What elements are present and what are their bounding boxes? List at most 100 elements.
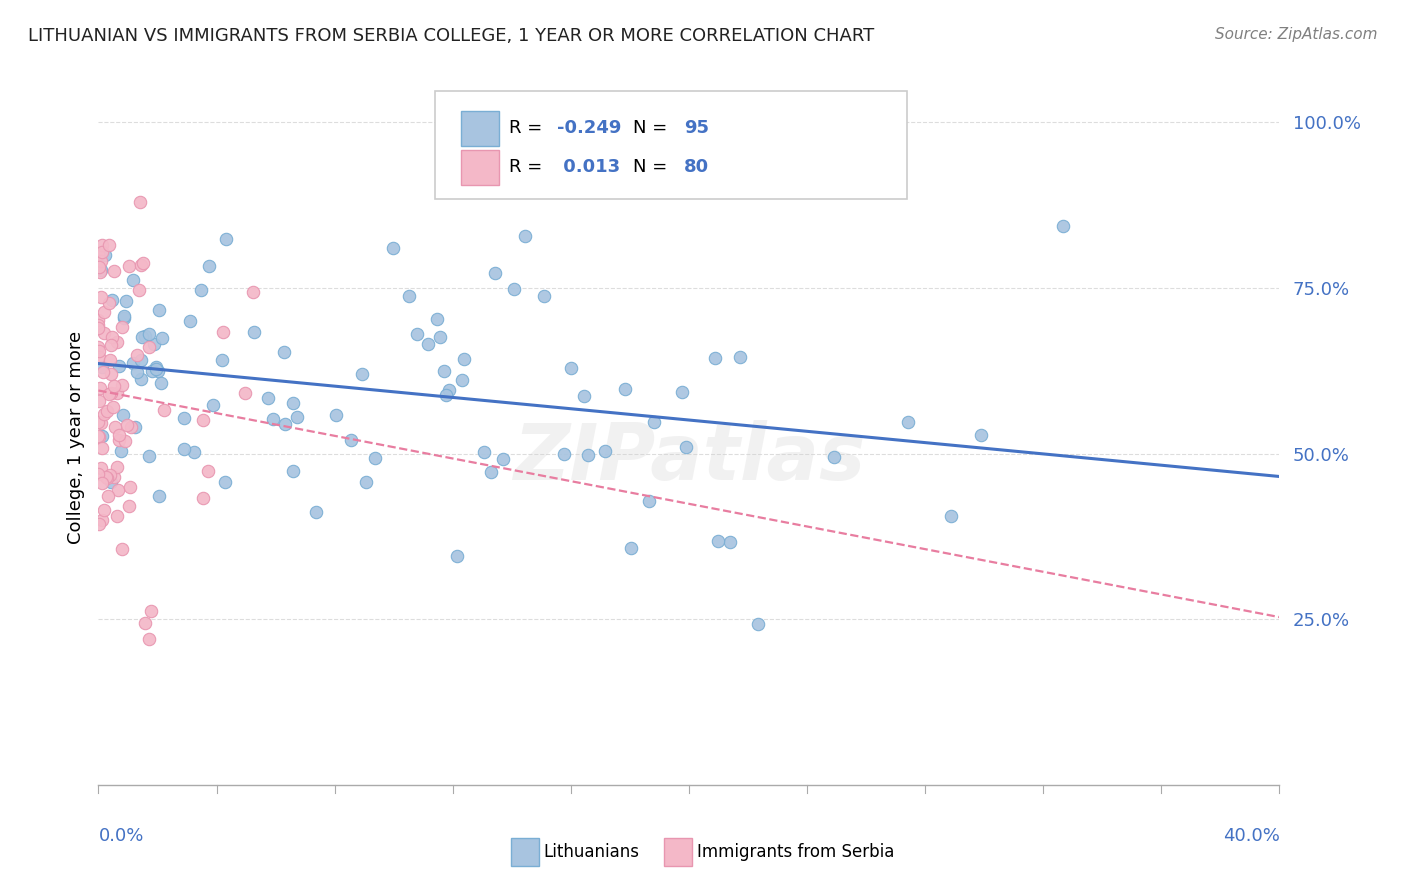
Text: LITHUANIAN VS IMMIGRANTS FROM SERBIA COLLEGE, 1 YEAR OR MORE CORRELATION CHART: LITHUANIAN VS IMMIGRANTS FROM SERBIA COL… <box>28 27 875 45</box>
Text: R =: R = <box>509 120 548 137</box>
Point <box>138 632 160 647</box>
Point <box>110 444 132 458</box>
Point <box>257 392 280 406</box>
Point <box>117 499 139 513</box>
Point <box>108 428 131 442</box>
Point <box>939 508 962 523</box>
Point <box>90 290 112 304</box>
Point <box>115 417 138 432</box>
Point <box>87 260 110 274</box>
Point <box>111 408 134 422</box>
Text: Lithuanians: Lithuanians <box>544 843 640 861</box>
Point <box>89 265 111 279</box>
Point <box>91 359 114 374</box>
Point <box>127 348 149 362</box>
Point <box>101 330 124 344</box>
Point <box>572 389 595 403</box>
Point <box>283 396 305 410</box>
Text: 40.0%: 40.0% <box>1223 827 1279 845</box>
Point <box>131 258 153 272</box>
Point <box>325 408 347 422</box>
Point <box>491 452 513 467</box>
Point <box>94 248 117 262</box>
Point <box>148 489 170 503</box>
Point <box>242 285 264 300</box>
Point <box>437 383 460 397</box>
Point <box>970 428 993 442</box>
Point <box>416 336 439 351</box>
Point <box>214 475 236 489</box>
Point <box>197 465 219 479</box>
Point <box>100 386 122 401</box>
Point <box>145 361 167 376</box>
Point <box>513 228 536 243</box>
Text: N =: N = <box>634 158 673 176</box>
Point <box>98 353 121 368</box>
Text: Immigrants from Serbia: Immigrants from Serbia <box>697 843 894 861</box>
FancyBboxPatch shape <box>461 150 499 185</box>
Point <box>148 303 170 318</box>
Point <box>354 475 377 489</box>
Point <box>643 415 665 429</box>
Point <box>124 419 146 434</box>
Point <box>87 467 110 482</box>
Point <box>91 441 114 455</box>
Point <box>94 470 117 484</box>
Point <box>823 450 845 464</box>
Point <box>718 534 741 549</box>
Point <box>100 338 122 352</box>
Point <box>90 475 112 490</box>
Point <box>87 312 110 326</box>
Point <box>90 238 112 252</box>
Point <box>90 461 112 475</box>
Point <box>273 345 295 359</box>
Point <box>129 353 152 368</box>
Point <box>141 364 163 378</box>
Point <box>114 293 136 308</box>
Point <box>619 541 641 555</box>
Point <box>146 364 169 378</box>
Text: Source: ZipAtlas.com: Source: ZipAtlas.com <box>1215 27 1378 42</box>
Point <box>111 319 134 334</box>
Point <box>173 442 195 457</box>
Point <box>211 353 233 368</box>
Point <box>100 367 122 381</box>
Point <box>108 359 131 373</box>
Point <box>153 403 176 417</box>
Point <box>97 489 120 503</box>
Point <box>173 411 195 425</box>
Point <box>453 352 475 367</box>
Point <box>89 381 111 395</box>
FancyBboxPatch shape <box>664 838 693 865</box>
Point <box>128 283 150 297</box>
Point <box>706 534 728 549</box>
Point <box>111 541 134 556</box>
Point <box>93 305 115 319</box>
Point <box>183 445 205 459</box>
Point <box>274 417 297 431</box>
Point <box>198 259 221 273</box>
Point <box>93 407 115 421</box>
Point <box>91 513 114 527</box>
Point <box>131 256 153 270</box>
Point <box>191 491 214 505</box>
Text: -0.249: -0.249 <box>557 120 621 137</box>
Point <box>446 549 468 564</box>
Point <box>101 400 124 414</box>
Point <box>100 475 122 490</box>
FancyBboxPatch shape <box>510 838 538 865</box>
Point <box>87 340 110 354</box>
Point <box>90 254 112 268</box>
Point <box>87 350 110 364</box>
Point <box>233 386 256 401</box>
Point <box>472 445 495 459</box>
Point <box>87 318 110 333</box>
Point <box>262 411 284 425</box>
Point <box>90 416 112 430</box>
Point <box>128 195 150 210</box>
Point <box>285 409 308 424</box>
Point <box>87 343 110 358</box>
Point <box>143 336 166 351</box>
Point <box>87 320 110 334</box>
Point <box>87 247 110 261</box>
